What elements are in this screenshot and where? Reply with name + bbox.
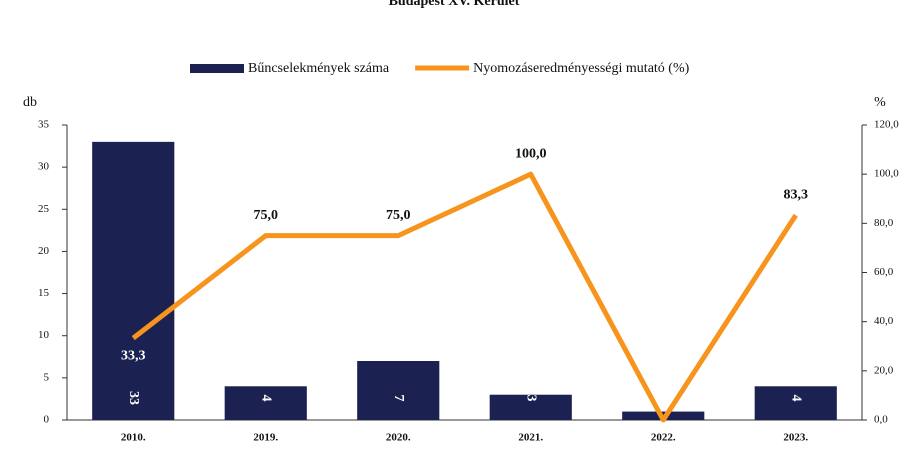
- y-tick-label: 25: [38, 203, 50, 215]
- y-tick-label: 0: [44, 414, 50, 426]
- y2-tick-label: 100,0: [874, 168, 899, 180]
- legend-label: Bűncselekmények száma: [248, 61, 390, 76]
- y-tick-label: 20: [38, 245, 50, 257]
- bar: [225, 386, 307, 420]
- y-tick-label: 30: [38, 161, 50, 173]
- x-tick-label: 2019.: [253, 432, 278, 444]
- legend-swatch: [190, 64, 244, 73]
- bar-value-label: 4: [789, 395, 804, 402]
- bar: [357, 361, 439, 420]
- y2-tick-label: 80,0: [874, 217, 894, 229]
- bar: [92, 142, 174, 420]
- y2-tick-label: 60,0: [874, 266, 894, 278]
- line-value-label: 75,0: [254, 208, 279, 223]
- y2-tick-label: 120,0: [874, 119, 899, 131]
- y2-axis-label: %: [874, 95, 886, 110]
- x-tick-label: 2023.: [783, 432, 808, 444]
- x-tick-label: 2021.: [518, 432, 543, 444]
- y2-tick-label: 0,0: [874, 414, 888, 426]
- y2-tick-label: 20,0: [874, 364, 894, 376]
- y-tick-label: 10: [38, 329, 50, 341]
- legend-label: Nyomozáseredményességi mutató (%): [473, 61, 689, 76]
- chart-title: Budapest XV. Kerület: [389, 0, 520, 9]
- y-tick-label: 35: [38, 119, 50, 131]
- line-value-label: 83,3: [784, 187, 809, 202]
- bar-value-label: 7: [391, 395, 406, 402]
- bar-value-label: 1: [656, 395, 671, 402]
- y-tick-label: 15: [38, 287, 50, 299]
- line-value-label: 33,3: [121, 348, 146, 363]
- y2-tick-label: 40,0: [874, 315, 894, 327]
- y-tick-label: 5: [44, 371, 50, 383]
- bar-value-label: 33: [126, 391, 141, 405]
- bar-value-label: 4: [259, 395, 274, 402]
- y-axis-label: db: [23, 95, 37, 110]
- line-value-label: 100,0: [515, 146, 547, 161]
- bar: [755, 386, 837, 420]
- bar-value-label: 3: [524, 395, 539, 402]
- line: [133, 174, 796, 420]
- x-tick-label: 2022.: [651, 432, 676, 444]
- line-value-label: 75,0: [386, 208, 411, 223]
- x-tick-label: 2010.: [121, 432, 146, 444]
- x-tick-label: 2020.: [386, 432, 411, 444]
- chart: Budapest XV. Kerület db % 0 5 10 15 20 25 30 35…: [0, 0, 908, 466]
